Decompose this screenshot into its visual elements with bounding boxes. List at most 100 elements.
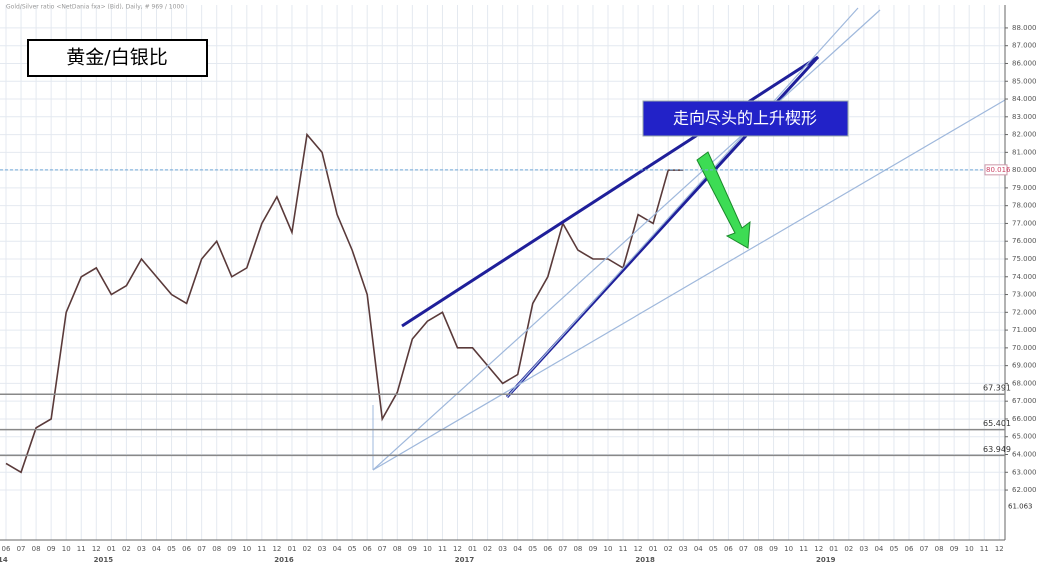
- y-tick-label: 76.000: [1012, 237, 1037, 245]
- y-tick-label: 74.000: [1012, 273, 1037, 281]
- y-tick-label: 77.000: [1012, 219, 1037, 227]
- x-tick-label: 10: [242, 545, 251, 553]
- price-line: [5, 132, 684, 474]
- x-tick-label: 11: [799, 545, 808, 553]
- x-tick-label: 12: [634, 545, 643, 553]
- y-tick-label: 88.000: [1012, 24, 1037, 32]
- x-tick-label: 11: [438, 545, 447, 553]
- level-label: 67.391: [983, 384, 1011, 393]
- y-tick-label: 79.000: [1012, 184, 1037, 192]
- y-tick-label: 67.000: [1012, 397, 1037, 405]
- x-tick-label: 12: [92, 545, 101, 553]
- x-tick-label: 04: [152, 545, 161, 553]
- x-tick-label: 03: [137, 545, 146, 553]
- y-tick-label: 85.000: [1012, 77, 1037, 85]
- x-tick-label: 05: [528, 545, 537, 553]
- chart-title: 黄金/白银比: [66, 47, 167, 69]
- x-tick-label: 08: [212, 545, 221, 553]
- x-tick-label: 01: [468, 545, 477, 553]
- x-tick-label: 06: [182, 545, 191, 553]
- x-tick-label: 09: [227, 545, 236, 553]
- x-tick-label: 12: [272, 545, 281, 553]
- x-tick-label: 12: [814, 545, 823, 553]
- year-label: 2014: [0, 556, 8, 564]
- x-tick-label: 12: [995, 545, 1004, 553]
- x-tick-label: 09: [588, 545, 597, 553]
- y-tick-label: 69.000: [1012, 362, 1037, 370]
- x-tick-label: 02: [483, 545, 492, 553]
- chart-subtitle: Gold/Silver ratio <NetDania fxa> (Bid), …: [6, 4, 184, 11]
- x-tick-label: 03: [498, 545, 507, 553]
- marks: [5, 132, 684, 474]
- x-tick-label: 10: [784, 545, 793, 553]
- x-tick-label: 09: [769, 545, 778, 553]
- y-tick-label: 73.000: [1012, 291, 1037, 299]
- x-tick-label: 01: [287, 545, 296, 553]
- x-tick-label: 09: [408, 545, 417, 553]
- x-tick-label: 11: [257, 545, 266, 553]
- x-tick-label: 09: [950, 545, 959, 553]
- grid: [0, 5, 1005, 540]
- x-tick-label: 08: [32, 545, 41, 553]
- x-tick-label: 10: [965, 545, 974, 553]
- year-label: 2019: [816, 556, 836, 564]
- x-tick-label: 02: [664, 545, 673, 553]
- x-tick-label: 06: [2, 545, 11, 553]
- x-tick-label: 04: [513, 545, 522, 553]
- x-tick-label: 11: [77, 545, 86, 553]
- x-tick-label: 02: [844, 545, 853, 553]
- x-tick-label: 07: [378, 545, 387, 553]
- channel-line: [506, 7, 859, 398]
- x-tick-label: 08: [573, 545, 582, 553]
- x-tick-label: 05: [167, 545, 176, 553]
- x-tick-label: 08: [754, 545, 763, 553]
- x-tick-label: 05: [348, 545, 357, 553]
- channel-line: [372, 9, 881, 471]
- x-tick-label: 01: [107, 545, 116, 553]
- y-tick-label: 78.000: [1012, 202, 1037, 210]
- x-tick-label: 03: [859, 545, 868, 553]
- y-tick-label: 86.000: [1012, 59, 1037, 67]
- x-tick-label: 11: [980, 545, 989, 553]
- x-tick-label: 10: [423, 545, 432, 553]
- x-tick-label: 12: [453, 545, 462, 553]
- current-box: [984, 164, 1008, 176]
- year-label: 2018: [635, 556, 655, 564]
- y-tick-label: 82.000: [1012, 131, 1037, 139]
- channel-line: [372, 99, 1006, 471]
- x-tick-label: 04: [874, 545, 883, 553]
- year-label: 2017: [455, 556, 475, 564]
- x-tick-label: 11: [619, 545, 628, 553]
- x-tick-label: 01: [829, 545, 838, 553]
- x-tick-label: 03: [318, 545, 327, 553]
- x-tick-label: 07: [558, 545, 567, 553]
- level-label: 65.401: [983, 419, 1011, 428]
- year-label: 2015: [94, 556, 114, 564]
- y-tick-label: 87.000: [1012, 42, 1037, 50]
- x-tick-label: 02: [303, 545, 312, 553]
- x-tick-label: 03: [679, 545, 688, 553]
- annotation-box: [642, 100, 849, 137]
- current-label: 80.016: [986, 166, 1011, 174]
- y-tick-label: 72.000: [1012, 308, 1037, 316]
- y-tick-label: 62.000: [1012, 486, 1037, 494]
- x-tick-label: 10: [604, 545, 613, 553]
- down-arrow: [696, 151, 751, 249]
- x-tick-label: 08: [393, 545, 402, 553]
- y-tick-label: 80.000: [1012, 166, 1037, 174]
- x-tick-label: 04: [333, 545, 342, 553]
- y-tick-label: 84.000: [1012, 95, 1037, 103]
- x-tick-label: 09: [47, 545, 56, 553]
- x-tick-label: 06: [905, 545, 914, 553]
- y-tick-label: 65.000: [1012, 433, 1037, 441]
- y-tick-label: 70.000: [1012, 344, 1037, 352]
- x-tick-label: 05: [889, 545, 898, 553]
- x-tick-label: 01: [649, 545, 658, 553]
- x-tick-label: 02: [122, 545, 131, 553]
- y-tick-label: 68.000: [1012, 379, 1037, 387]
- y-tick-label: 71.000: [1012, 326, 1037, 334]
- level-label: 63.949: [983, 445, 1011, 454]
- x-tick-label: 07: [17, 545, 26, 553]
